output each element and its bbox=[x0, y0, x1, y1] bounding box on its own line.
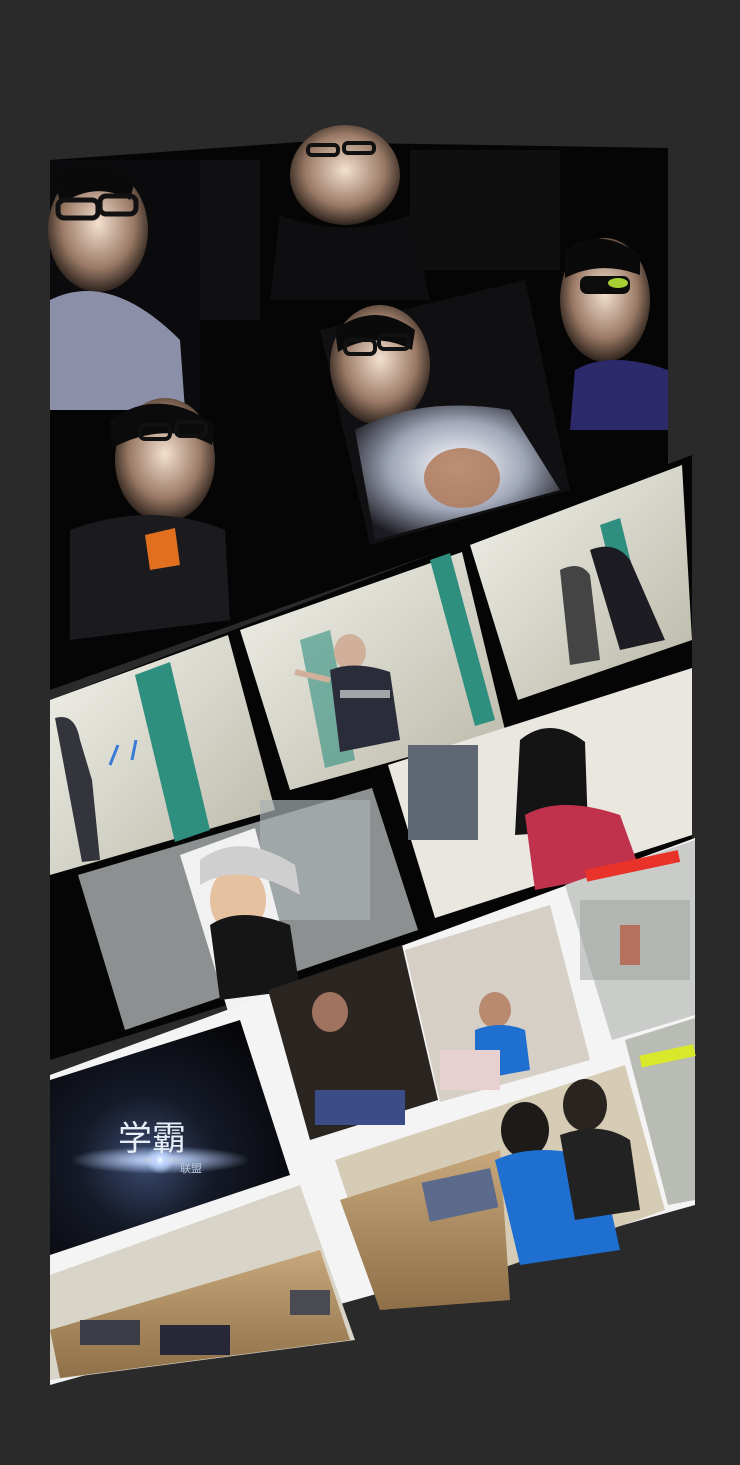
dorm-photo-left bbox=[268, 945, 438, 1140]
title-main: 学霸 bbox=[118, 1119, 186, 1159]
dorm-photo-right bbox=[405, 905, 590, 1102]
title-sub: 联盟 bbox=[180, 1162, 202, 1175]
portrait-panel bbox=[48, 125, 668, 690]
corridor-frame-3 bbox=[470, 465, 692, 700]
gaming-classroom bbox=[335, 1065, 665, 1310]
portrait-white-shirt bbox=[320, 280, 570, 545]
corridor-frame-2 bbox=[240, 552, 505, 790]
study-strip: 学霸 联盟 bbox=[50, 838, 696, 1385]
classroom-sleeping bbox=[50, 1185, 355, 1380]
portrait-glasses-top bbox=[270, 125, 430, 300]
portrait-sunglasses-right bbox=[560, 238, 668, 430]
title-card: 学霸 联盟 bbox=[50, 1020, 290, 1255]
corridor-frame-4 bbox=[78, 788, 418, 1030]
portrait-dark-jacket bbox=[70, 398, 230, 640]
building-photo-yellow bbox=[625, 1018, 696, 1205]
corridor-strip bbox=[50, 455, 692, 1060]
star-flare-icon bbox=[146, 1146, 174, 1174]
corridor-frame-1 bbox=[50, 635, 275, 875]
portrait-glasses-left bbox=[48, 160, 200, 410]
building-photo-red bbox=[565, 840, 695, 1040]
